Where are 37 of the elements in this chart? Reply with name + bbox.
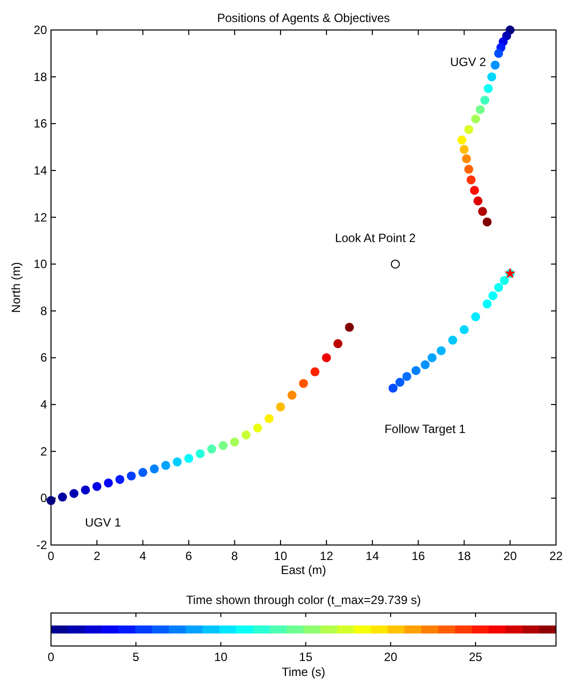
x-tick-label: 20: [503, 549, 518, 563]
series-label: UGV 1: [84, 516, 122, 530]
series-label: Look At Point 2: [334, 231, 416, 246]
x-tick-label: 14: [366, 549, 380, 563]
y-tick-label: 8: [40, 304, 48, 318]
y-tick-label: 16: [34, 116, 48, 131]
x-axis-title: East (m): [280, 563, 326, 577]
y-tick-label: 20: [34, 23, 48, 37]
y-tick-label: 12: [34, 210, 48, 224]
color-bar-label: 10: [214, 650, 228, 664]
y-tick-label: -2: [36, 538, 48, 552]
x-tick-label: 6: [185, 549, 192, 563]
chart-title: Positions of Agents & Objectives: [217, 11, 390, 25]
x-tick-label: 18: [458, 549, 472, 563]
series-label: UGV 2: [450, 55, 486, 69]
text: Time shown through color (t_max=29.739 s): [186, 593, 421, 607]
color-bar-label: 5: [132, 650, 140, 664]
x-tick-label: 2: [94, 549, 101, 563]
y-axis-title: North (m): [9, 262, 23, 313]
color-bar-label: 25: [468, 650, 483, 664]
color-bar-title: Time (s): [282, 665, 326, 679]
x-tick-label: 16: [412, 549, 426, 563]
y-tick-label: 0: [40, 491, 48, 506]
y-tick-label: 6: [40, 350, 48, 365]
y-tick-label: 2: [40, 444, 48, 458]
x-tick-label: 10: [274, 549, 288, 563]
y-tick-label: 14: [34, 163, 48, 178]
y-tick-label: 18: [34, 70, 48, 84]
color-bar-label: 15: [299, 650, 313, 664]
color-bar-label: 20: [384, 650, 398, 664]
y-tick-label: 4: [40, 398, 48, 412]
x-tick-label: 8: [231, 549, 238, 563]
x-tick-label: 22: [549, 549, 563, 563]
x-tick-label: 12: [320, 549, 334, 563]
x-tick-label: 4: [139, 549, 146, 563]
y-tick-label: 10: [34, 257, 48, 272]
text: Follow Target 1: [384, 422, 466, 436]
